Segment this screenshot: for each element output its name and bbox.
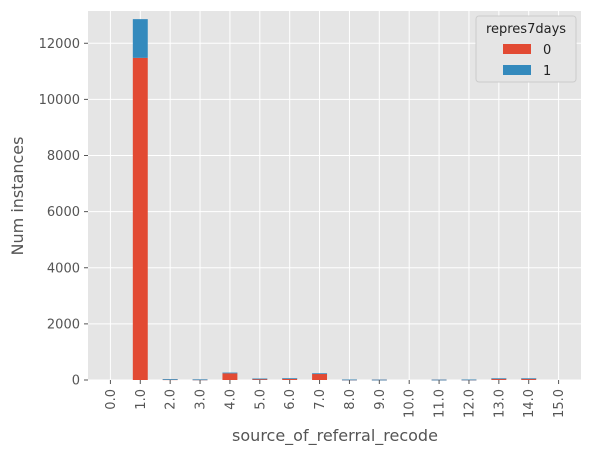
bar-1.0-series-1: [132, 19, 148, 58]
y-tick-label: 8000: [47, 149, 80, 164]
x-tick-label: 13.0: [492, 389, 507, 418]
legend-label-0: 0: [543, 43, 551, 58]
x-axis-ticks: 0.0 1.0 2.0 3.0 4.0 5.0 6.0 7.0 8.0 9.0 10.0 11.0 12…: [104, 380, 567, 418]
x-tick-label: 11.0: [433, 389, 448, 418]
x-tick-label: 5.0: [253, 389, 268, 410]
bar-13.0-series-0: [491, 378, 507, 380]
bar-2.0-series-1: [162, 379, 178, 381]
legend-swatch-0: [503, 44, 531, 54]
y-tick-label: 10000: [39, 93, 80, 108]
x-tick-label: 1.0: [134, 389, 149, 410]
bar-13.0-series-1: [491, 378, 507, 380]
y-axis-ticks: 0 2000 4000 6000 8000 10000 12000: [39, 37, 88, 389]
x-tick-label: 6.0: [283, 389, 298, 410]
bar-6.0-series-1: [282, 378, 298, 380]
y-tick-label: 6000: [47, 205, 80, 220]
x-tick-label: 2.0: [164, 389, 179, 410]
bar-5.0-series-0: [252, 378, 268, 380]
x-tick-label: 12.0: [462, 389, 477, 418]
bar-7.0-series-0: [312, 373, 328, 380]
bar-14.0-series-1: [521, 378, 537, 380]
bars: [132, 19, 537, 381]
y-tick-label: 4000: [47, 261, 80, 276]
x-axis-label: source_of_referral_recode: [232, 426, 438, 446]
bar-4.0-series-0: [222, 373, 238, 380]
y-tick-label: 12000: [39, 37, 80, 52]
bar-14.0-series-0: [521, 378, 537, 380]
x-tick-label: 15.0: [552, 389, 567, 418]
bar-6.0-series-0: [282, 378, 298, 380]
x-tick-label: 7.0: [313, 389, 328, 410]
bar-12.0-series-1: [461, 379, 477, 381]
bar-7.0-series-1: [312, 373, 328, 375]
bar-5.0-series-1: [252, 378, 268, 380]
x-tick-label: 14.0: [522, 389, 537, 418]
legend-swatch-1: [503, 65, 531, 75]
bar-8.0-series-1: [341, 379, 357, 381]
bar-1.0-series-0: [132, 57, 148, 380]
x-tick-label: 10.0: [403, 389, 418, 418]
x-tick-label: 9.0: [373, 389, 388, 410]
x-tick-label: 8.0: [343, 389, 358, 410]
bar-3.0-series-1: [192, 379, 208, 381]
legend: repres7days 0 1: [475, 15, 577, 83]
bar-4.0-series-1: [222, 372, 238, 374]
x-tick-label: 3.0: [194, 389, 209, 410]
legend-label-1: 1: [543, 64, 551, 79]
x-tick-label: 0.0: [104, 389, 119, 410]
legend-title: repres7days: [486, 22, 566, 37]
x-tick-label: 4.0: [223, 389, 238, 410]
y-tick-label: 2000: [47, 317, 80, 332]
y-axis-label: Num instances: [8, 137, 27, 256]
y-tick-label: 0: [72, 374, 80, 389]
